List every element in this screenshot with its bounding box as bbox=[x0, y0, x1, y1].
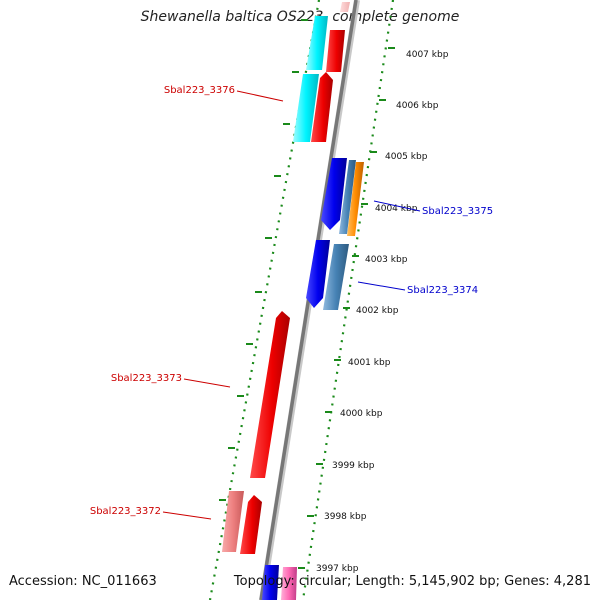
map-title: Shewanella baltica OS223, complete genom… bbox=[140, 9, 460, 25]
gene-steel-3374 bbox=[323, 244, 349, 310]
gene-red-top bbox=[326, 30, 345, 72]
gene-orange-3375 bbox=[347, 162, 364, 236]
scale-label: 4004 kbp bbox=[375, 204, 418, 214]
scale-label: 4002 kbp bbox=[356, 306, 399, 316]
gene-label-3374: Sbal223_3374 bbox=[407, 285, 478, 296]
scale-labels: 4007 kbp 4006 kbp 4005 kbp 4004 kbp 4003… bbox=[316, 50, 449, 574]
accession-text: Accession: NC_011663 bbox=[9, 574, 157, 589]
gene-label-3375: Sbal223_3375 bbox=[422, 206, 493, 217]
scale-label: 3997 kbp bbox=[316, 564, 359, 574]
gene-pink-3372 bbox=[222, 491, 244, 552]
leader-line-3373 bbox=[183, 378, 231, 388]
scale-label: 4003 kbp bbox=[365, 255, 408, 265]
gene-cyan-3376 bbox=[293, 74, 319, 142]
topology-text: Topology: circular; Length: 5,145,902 bp… bbox=[233, 574, 591, 589]
scale-label: 4001 kbp bbox=[348, 358, 391, 368]
leader-line-3376 bbox=[236, 90, 284, 102]
leader-line-3372 bbox=[162, 511, 212, 520]
scale-ticks bbox=[298, 47, 395, 569]
outer-ring-left bbox=[208, 0, 321, 600]
gene-red-3376b bbox=[311, 72, 333, 142]
gene-blue-3375 bbox=[321, 158, 347, 230]
gene-cyan-top bbox=[306, 16, 328, 70]
scale-label: 4006 kbp bbox=[396, 101, 439, 111]
outer-ring-right bbox=[301, 0, 395, 600]
scale-label: 3998 kbp bbox=[324, 512, 367, 522]
gene-pink-top bbox=[340, 2, 350, 12]
gene-red-3373 bbox=[250, 311, 290, 478]
scale-label: 4000 kbp bbox=[340, 409, 383, 419]
leader-line-3375 bbox=[373, 200, 421, 212]
gene-label-3372: Sbal223_3372 bbox=[90, 506, 161, 517]
scale-label: 3999 kbp bbox=[332, 461, 375, 471]
gene-blue-bottom bbox=[262, 565, 279, 600]
gene-red-3372 bbox=[240, 495, 262, 554]
gene-label-3373: Sbal223_3373 bbox=[111, 373, 182, 384]
gene-steel-3375 bbox=[339, 160, 356, 234]
leader-line-3374 bbox=[357, 281, 406, 291]
scale-label: 4007 kbp bbox=[406, 50, 449, 60]
gene-label-3376: Sbal223_3376 bbox=[164, 85, 235, 96]
gene-pink-bottom bbox=[281, 567, 297, 600]
left-ring-ticks bbox=[219, 19, 308, 501]
gene-blue-3374 bbox=[306, 240, 330, 308]
scale-label: 4005 kbp bbox=[385, 152, 428, 162]
